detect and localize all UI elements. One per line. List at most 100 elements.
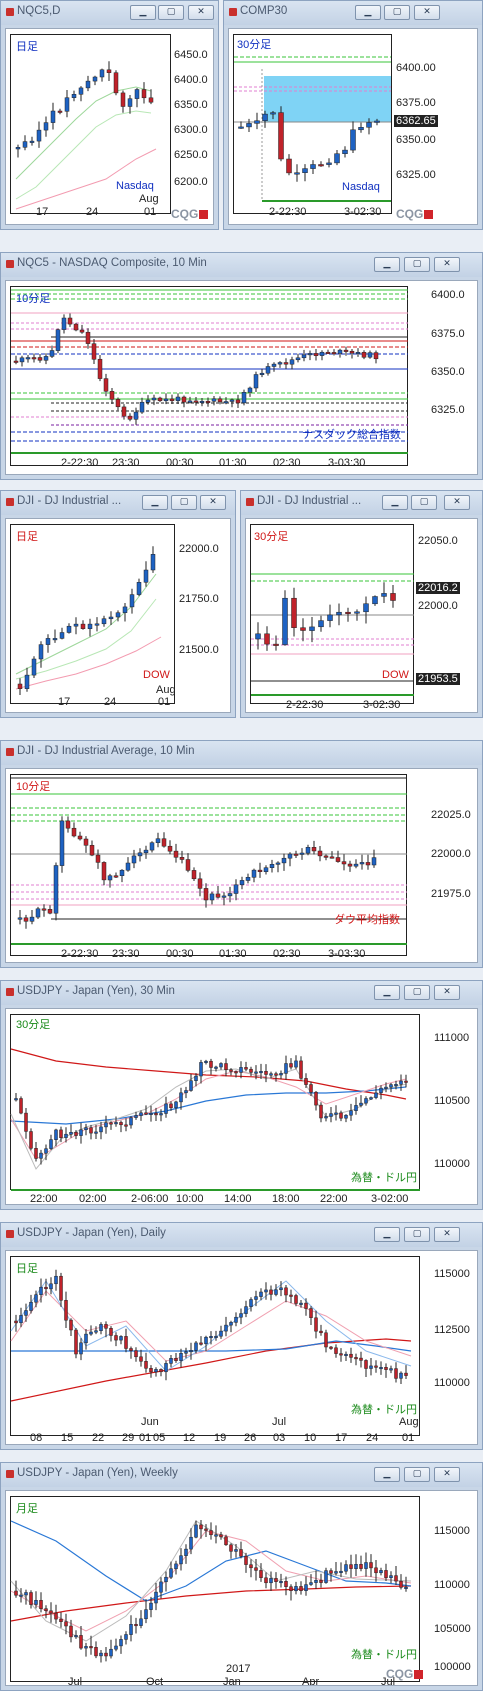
- candle-body: [77, 835, 83, 840]
- restore-button[interactable]: ▢: [384, 5, 410, 20]
- minimize-button[interactable]: ▁: [374, 1467, 400, 1482]
- candle-body: [184, 1090, 188, 1094]
- chart-window-usdjpy-30min[interactable]: USDJPY - Japan (Yen), 30 Min ▁ ▢ ✕ 30分足 …: [0, 980, 483, 1210]
- candle-body: [239, 1549, 243, 1557]
- cqg-logo: CQG: [396, 207, 434, 221]
- candle-body: [229, 399, 235, 402]
- minimize-button[interactable]: ▁: [355, 5, 381, 20]
- minimize-button[interactable]: ▁: [374, 985, 400, 1000]
- candle-body: [304, 1302, 308, 1309]
- candle-body: [309, 1582, 313, 1585]
- chart-area[interactable]: 日足 DOW Aug 22000.0 21750.0 21500.0 17 24…: [5, 518, 231, 713]
- restore-button[interactable]: ▢: [404, 1227, 430, 1242]
- candle-body: [85, 331, 91, 344]
- x-tick: 29: [122, 1432, 135, 1444]
- chart-area[interactable]: 10分足 ダウ平均指数 22025.0 22000.0 21975.0 2-22…: [5, 768, 478, 963]
- minimize-button[interactable]: ▁: [374, 257, 400, 272]
- candle-body: [127, 415, 133, 420]
- candle-body: [234, 1316, 238, 1323]
- restore-button[interactable]: ▢: [158, 5, 184, 20]
- close-button[interactable]: ✕: [434, 1227, 460, 1242]
- candle-body: [159, 1581, 163, 1593]
- title-bar[interactable]: USDJPY - Japan (Yen), Daily ▁ ▢ ✕: [1, 1223, 482, 1247]
- instrument-label: 為替・ドル円: [351, 1404, 417, 1416]
- title-bar[interactable]: NQC5 - NASDAQ Composite, 10 Min ▁ ▢ ✕: [1, 253, 482, 277]
- chart-window-comp-30min[interactable]: COMP30 ▁ ▢ ✕ 30分足 Nasdaq 6400.00 6375.00…: [223, 0, 483, 230]
- title-bar[interactable]: NQC5,D ▁ ▢ ✕: [1, 1, 218, 25]
- instrument-label: 為替・ドル円: [351, 1649, 417, 1661]
- chart-app-icon: [6, 1230, 14, 1238]
- candle-body: [36, 129, 42, 142]
- candle-body: [394, 1575, 398, 1582]
- close-button[interactable]: ✕: [200, 495, 226, 510]
- chart-window-nqc5-daily[interactable]: NQC5,D ▁ ▢ ✕ 日足 Nasdaq Aug 6450.0 6400.0…: [0, 0, 219, 230]
- candle-body: [235, 399, 241, 404]
- chart-area[interactable]: 30分足 為替・ドル円 111000 110500 110000 22:00 0…: [5, 1008, 478, 1205]
- candle-body: [219, 1534, 223, 1538]
- minimize-button[interactable]: ▁: [374, 1227, 400, 1242]
- candle-body: [139, 1618, 143, 1626]
- chart-area[interactable]: 日足 為替・ドル円 Jun Jul Aug 115000 112500 1100…: [5, 1250, 478, 1445]
- close-button[interactable]: ✕: [414, 5, 440, 20]
- candle-body: [289, 1294, 293, 1297]
- close-button[interactable]: ✕: [434, 257, 460, 272]
- chart-window-usdjpy-weekly[interactable]: USDJPY - Japan (Yen), Weekly ▁ ▢ ✕ 月足 為替…: [0, 1462, 483, 1691]
- title-bar[interactable]: DJI - DJ Industrial Average, 10 Min: [1, 741, 482, 765]
- candle-body: [134, 1115, 138, 1118]
- restore-button[interactable]: ▢: [411, 495, 437, 510]
- close-button[interactable]: ✕: [434, 1467, 460, 1482]
- chart-window-dji-daily[interactable]: DJI - DJ Industrial ... ▁ ▢ ✕ 日足 DOW Aug…: [0, 490, 236, 718]
- candle-body: [394, 1368, 398, 1379]
- title-bar[interactable]: DJI - DJ Industrial ... ▁ ▢ ✕: [1, 491, 235, 515]
- candle-body: [347, 863, 353, 867]
- minimize-button[interactable]: ▁: [142, 495, 168, 510]
- title-bar[interactable]: DJI - DJ Industrial ... ▁ ▢ ✕: [241, 491, 482, 515]
- month-label: Aug: [139, 193, 159, 205]
- chart-window-dji-10min[interactable]: DJI - DJ Industrial Average, 10 Min 10分足…: [0, 740, 483, 968]
- candle-body: [265, 366, 271, 374]
- y-tick: 6400.0: [431, 289, 465, 301]
- restore-button[interactable]: ▢: [404, 257, 430, 272]
- chart-area[interactable]: 日足 Nasdaq Aug 6450.0 6400.0 6350.0 6300.…: [5, 28, 214, 225]
- minimize-button[interactable]: ▁: [130, 5, 156, 20]
- chart-area[interactable]: 月足 為替・ドル円 2017 115000 110000 105000 1000…: [5, 1490, 478, 1686]
- chart-canvas: [15, 546, 162, 695]
- candle-body: [120, 92, 126, 107]
- candle-body: [284, 1581, 288, 1587]
- chart-app-icon: [6, 260, 14, 268]
- candle-body: [349, 1110, 353, 1116]
- candle-body: [257, 869, 263, 872]
- restore-button[interactable]: ▢: [404, 1467, 430, 1482]
- close-button[interactable]: ✕: [188, 5, 214, 20]
- title-bar[interactable]: COMP30 ▁ ▢ ✕: [224, 1, 482, 25]
- restore-button[interactable]: ▢: [171, 495, 197, 510]
- chart-area[interactable]: 30分足 Nasdaq 6400.00 6375.00 6362.65 6350…: [228, 28, 478, 225]
- chart-window-dji-30min[interactable]: DJI - DJ Industrial ... ▁ ▢ ✕ 30分足 DOW 2…: [240, 490, 483, 718]
- candle-body: [204, 1528, 208, 1531]
- x-tick: 01: [402, 1432, 415, 1444]
- candle-body: [350, 129, 356, 151]
- chart-window-nqc5-10min[interactable]: NQC5 - NASDAQ Composite, 10 Min ▁ ▢ ✕: [0, 252, 483, 480]
- candle-body: [269, 1578, 273, 1584]
- candle-body: [354, 1564, 358, 1569]
- title-bar[interactable]: USDJPY - Japan (Yen), 30 Min ▁ ▢ ✕: [1, 981, 482, 1005]
- candle-body: [274, 1578, 278, 1582]
- minimize-button[interactable]: ▁: [382, 495, 408, 510]
- y-tick: 112500: [434, 1324, 470, 1336]
- close-button[interactable]: ✕: [434, 985, 460, 1000]
- candle-body: [69, 1132, 73, 1135]
- ma-line-fast: [15, 86, 152, 180]
- candle-body: [359, 1357, 363, 1361]
- title-bar[interactable]: USDJPY - Japan (Yen), Weekly ▁ ▢ ✕: [1, 1463, 482, 1487]
- candle-body: [264, 1289, 268, 1293]
- chart-area[interactable]: 30分足 DOW 22050.0 22016.2 22000.0 21953.5…: [245, 518, 478, 713]
- restore-button[interactable]: ▢: [404, 985, 430, 1000]
- candle-body: [134, 89, 140, 99]
- chart-area[interactable]: 10分足 ナスダック総合指数 6400.0 6375.0 6350.0 6325…: [5, 280, 478, 475]
- candle-body: [279, 1581, 283, 1584]
- candle-body: [74, 1132, 78, 1136]
- close-button[interactable]: ✕: [444, 495, 470, 510]
- chart-window-usdjpy-daily[interactable]: USDJPY - Japan (Yen), Daily ▁ ▢ ✕ 日足 為替・…: [0, 1222, 483, 1450]
- chart-app-icon: [229, 8, 237, 16]
- candle-body: [264, 1071, 268, 1075]
